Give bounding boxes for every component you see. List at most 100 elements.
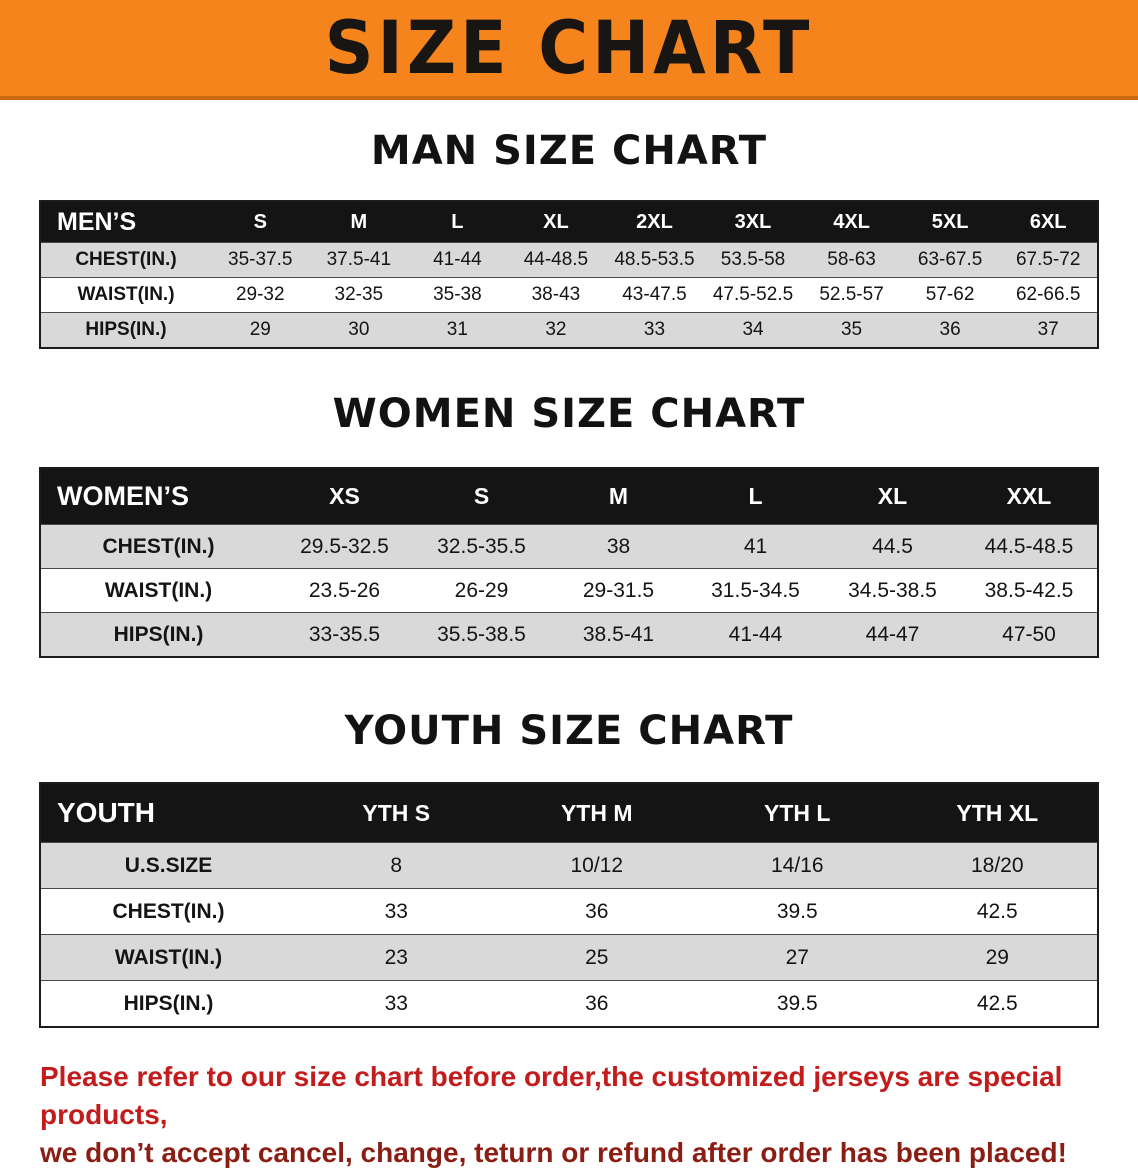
women-section-title: WOMEN SIZE CHART <box>332 391 806 437</box>
table-row: WAIST(IN.) 23 25 27 29 <box>40 934 1098 981</box>
size-value-cell: 58-63 <box>802 242 901 278</box>
size-header-cell: 6XL <box>999 201 1098 243</box>
size-value-cell: 35-37.5 <box>211 242 310 278</box>
size-value-cell: 38.5-41 <box>550 612 687 657</box>
row-label-cell: CHEST(IN.) <box>40 888 296 935</box>
size-value-cell: 42.5 <box>897 888 1098 935</box>
women-size-table: WOMEN’S XS S M L XL XXL CHEST(IN.) 29.5-32.5 32.5… <box>39 467 1099 658</box>
size-value-cell: 10/12 <box>496 842 697 889</box>
disclaimer: Please refer to our size chart before or… <box>40 1058 1100 1172</box>
table-header-row: MEN’S S M L XL 2XL 3XL 4XL 5XL 6XL <box>40 201 1098 243</box>
size-value-cell: 29 <box>897 934 1098 981</box>
row-label-cell: CHEST(IN.) <box>40 524 276 569</box>
size-value-cell: 47-50 <box>961 612 1098 657</box>
table-title-cell: YOUTH <box>40 783 296 843</box>
table-header-row: YOUTH YTH S YTH M YTH L YTH XL <box>40 783 1098 843</box>
size-value-cell: 31 <box>408 312 507 348</box>
size-header-cell: L <box>687 468 824 525</box>
size-value-cell: 23 <box>296 934 497 981</box>
size-chart-banner: SIZE CHART <box>0 0 1138 100</box>
size-value-cell: 33 <box>605 312 704 348</box>
size-header-cell: 4XL <box>802 201 901 243</box>
size-value-cell: 53.5-58 <box>703 242 803 278</box>
size-value-cell: 63-67.5 <box>900 242 1000 278</box>
size-value-cell: 25 <box>496 934 697 981</box>
youth-size-section: YOUTH SIZE CHART YOUTH YTH S YTH M YTH L YTH… <box>0 708 1138 1028</box>
size-value-cell: 29.5-32.5 <box>276 524 413 569</box>
table-row: HIPS(IN.) 33 36 39.5 42.5 <box>40 980 1098 1027</box>
size-header-cell: M <box>309 201 409 243</box>
size-value-cell: 36 <box>496 980 697 1027</box>
youth-size-table: YOUTH YTH S YTH M YTH L YTH XL U.S.SIZE 8 10/12… <box>39 782 1099 1028</box>
size-value-cell: 29-32 <box>211 277 310 313</box>
size-header-cell: XS <box>276 468 413 525</box>
size-value-cell: 47.5-52.5 <box>703 277 803 313</box>
size-header-cell: XL <box>824 468 961 525</box>
size-header-cell: XXL <box>961 468 1098 525</box>
size-value-cell: 39.5 <box>697 888 898 935</box>
row-label-cell: HIPS(IN.) <box>40 312 211 348</box>
disclaimer-line-2: we don’t accept cancel, change, teturn o… <box>40 1137 1067 1168</box>
row-label-cell: WAIST(IN.) <box>40 934 296 981</box>
size-value-cell: 36 <box>496 888 697 935</box>
size-value-cell: 62-66.5 <box>999 277 1098 313</box>
size-value-cell: 34.5-38.5 <box>824 568 961 613</box>
table-row: CHEST(IN.) 35-37.5 37.5-41 41-44 44-48.5 48.5… <box>40 242 1098 278</box>
size-value-cell: 36 <box>900 312 1000 348</box>
size-value-cell: 44-47 <box>824 612 961 657</box>
table-row: CHEST(IN.) 33 36 39.5 42.5 <box>40 888 1098 935</box>
size-value-cell: 32-35 <box>309 277 409 313</box>
banner-title: SIZE CHART <box>324 5 814 91</box>
size-header-cell: YTH L <box>697 783 898 843</box>
row-label-cell: CHEST(IN.) <box>40 242 211 278</box>
row-label-cell: HIPS(IN.) <box>40 980 296 1027</box>
table-row: WAIST(IN.) 29-32 32-35 35-38 38-43 43-47.5 47.… <box>40 277 1098 313</box>
women-size-section: WOMEN SIZE CHART WOMEN’S XS S M L XL XXL CHEST(… <box>0 391 1138 658</box>
size-header-cell: S <box>211 201 310 243</box>
men-size-section: MAN SIZE CHART MEN’S S M L XL 2XL 3XL 4XL 5XL 6XL… <box>0 128 1138 349</box>
size-value-cell: 31.5-34.5 <box>687 568 824 613</box>
size-value-cell: 44.5-48.5 <box>961 524 1098 569</box>
size-value-cell: 41 <box>687 524 824 569</box>
size-value-cell: 38 <box>550 524 687 569</box>
size-value-cell: 67.5-72 <box>999 242 1098 278</box>
table-row: CHEST(IN.) 29.5-32.5 32.5-35.5 38 41 44.5 44.5… <box>40 524 1098 569</box>
size-header-cell: L <box>408 201 507 243</box>
row-label-cell: WAIST(IN.) <box>40 277 211 313</box>
size-header-cell: 5XL <box>900 201 1000 243</box>
size-header-cell: YTH M <box>496 783 697 843</box>
table-title-cell: MEN’S <box>40 201 211 243</box>
size-value-cell: 32.5-35.5 <box>413 524 550 569</box>
youth-section-title: YOUTH SIZE CHART <box>344 708 794 754</box>
size-value-cell: 14/16 <box>697 842 898 889</box>
size-header-cell: S <box>413 468 550 525</box>
table-header-row: WOMEN’S XS S M L XL XXL <box>40 468 1098 525</box>
size-value-cell: 38.5-42.5 <box>961 568 1098 613</box>
size-value-cell: 44.5 <box>824 524 961 569</box>
table-row: WAIST(IN.) 23.5-26 26-29 29-31.5 31.5-34.5 34… <box>40 568 1098 613</box>
size-value-cell: 43-47.5 <box>605 277 704 313</box>
size-value-cell: 42.5 <box>897 980 1098 1027</box>
size-value-cell: 23.5-26 <box>276 568 413 613</box>
size-value-cell: 33-35.5 <box>276 612 413 657</box>
row-label-cell: HIPS(IN.) <box>40 612 276 657</box>
size-value-cell: 38-43 <box>506 277 606 313</box>
size-value-cell: 32 <box>506 312 606 348</box>
table-row: HIPS(IN.) 33-35.5 35.5-38.5 38.5-41 41-44 44-… <box>40 612 1098 657</box>
size-value-cell: 44-48.5 <box>506 242 606 278</box>
size-value-cell: 57-62 <box>900 277 1000 313</box>
size-value-cell: 29 <box>211 312 310 348</box>
row-label-cell: WAIST(IN.) <box>40 568 276 613</box>
size-value-cell: 41-44 <box>408 242 507 278</box>
size-header-cell: 2XL <box>605 201 704 243</box>
size-header-cell: XL <box>506 201 606 243</box>
men-size-table: MEN’S S M L XL 2XL 3XL 4XL 5XL 6XL CHEST(IN.) 35-37… <box>39 200 1099 349</box>
size-value-cell: 8 <box>296 842 497 889</box>
size-header-cell: 3XL <box>703 201 803 243</box>
size-value-cell: 33 <box>296 980 497 1027</box>
size-value-cell: 35.5-38.5 <box>413 612 550 657</box>
table-row: U.S.SIZE 8 10/12 14/16 18/20 <box>40 842 1098 889</box>
size-value-cell: 29-31.5 <box>550 568 687 613</box>
size-value-cell: 33 <box>296 888 497 935</box>
